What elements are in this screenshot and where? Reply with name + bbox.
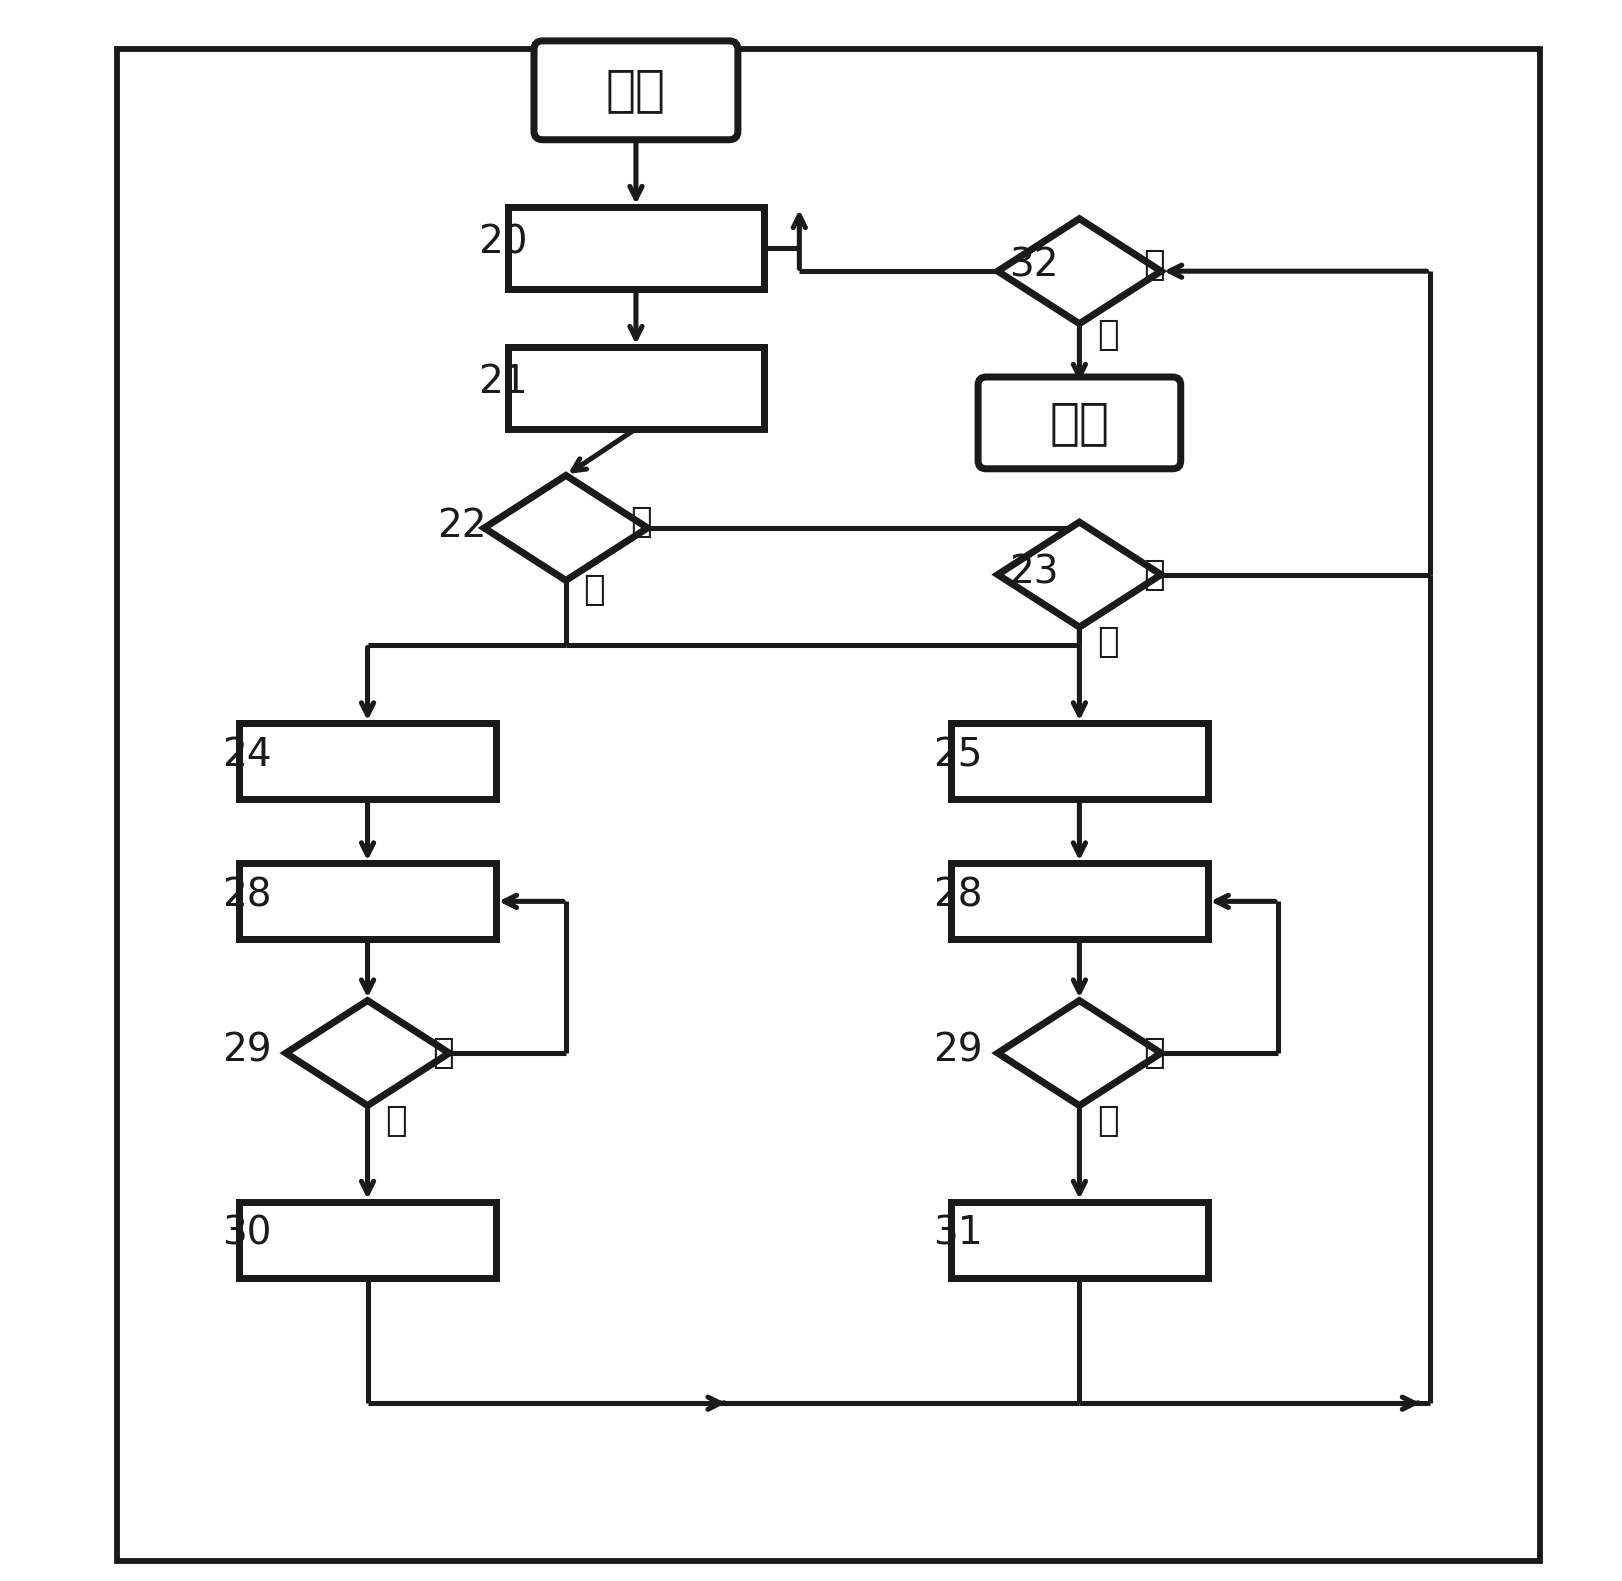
Text: 25: 25 xyxy=(934,737,983,775)
Bar xyxy=(238,724,496,800)
FancyBboxPatch shape xyxy=(534,41,738,139)
Text: 28: 28 xyxy=(222,876,271,914)
Bar xyxy=(238,863,496,939)
Polygon shape xyxy=(998,1001,1161,1105)
Text: 是: 是 xyxy=(584,572,605,607)
Text: 否: 否 xyxy=(629,504,652,539)
Text: 29: 29 xyxy=(222,1032,271,1070)
Text: 32: 32 xyxy=(1009,247,1059,285)
FancyBboxPatch shape xyxy=(978,376,1181,470)
Bar xyxy=(508,348,764,428)
Text: 否: 否 xyxy=(1144,558,1165,591)
Polygon shape xyxy=(998,218,1161,324)
Text: 是: 是 xyxy=(1096,626,1119,659)
Text: 是: 是 xyxy=(1096,318,1119,353)
Bar xyxy=(950,724,1208,800)
Text: 30: 30 xyxy=(222,1214,271,1254)
Text: 开始: 开始 xyxy=(607,66,667,114)
Polygon shape xyxy=(485,476,647,580)
Bar xyxy=(950,863,1208,939)
Text: 24: 24 xyxy=(222,737,271,775)
Text: 23: 23 xyxy=(1009,553,1059,591)
Bar xyxy=(950,1202,1208,1277)
Text: 21: 21 xyxy=(478,364,529,402)
Text: 是: 是 xyxy=(1096,1104,1119,1138)
Polygon shape xyxy=(998,522,1161,628)
Bar xyxy=(508,207,764,289)
Text: 否: 否 xyxy=(1144,1036,1165,1070)
Text: 20: 20 xyxy=(478,223,527,261)
Text: 31: 31 xyxy=(934,1214,983,1254)
Polygon shape xyxy=(285,1001,449,1105)
Text: 否: 否 xyxy=(1144,248,1165,283)
Text: 28: 28 xyxy=(934,876,983,914)
Text: 29: 29 xyxy=(934,1032,983,1070)
Text: 否: 否 xyxy=(431,1036,454,1070)
Text: 是: 是 xyxy=(384,1104,407,1138)
Text: 结束: 结束 xyxy=(1049,398,1109,447)
Bar xyxy=(238,1202,496,1277)
Text: 22: 22 xyxy=(438,506,487,544)
